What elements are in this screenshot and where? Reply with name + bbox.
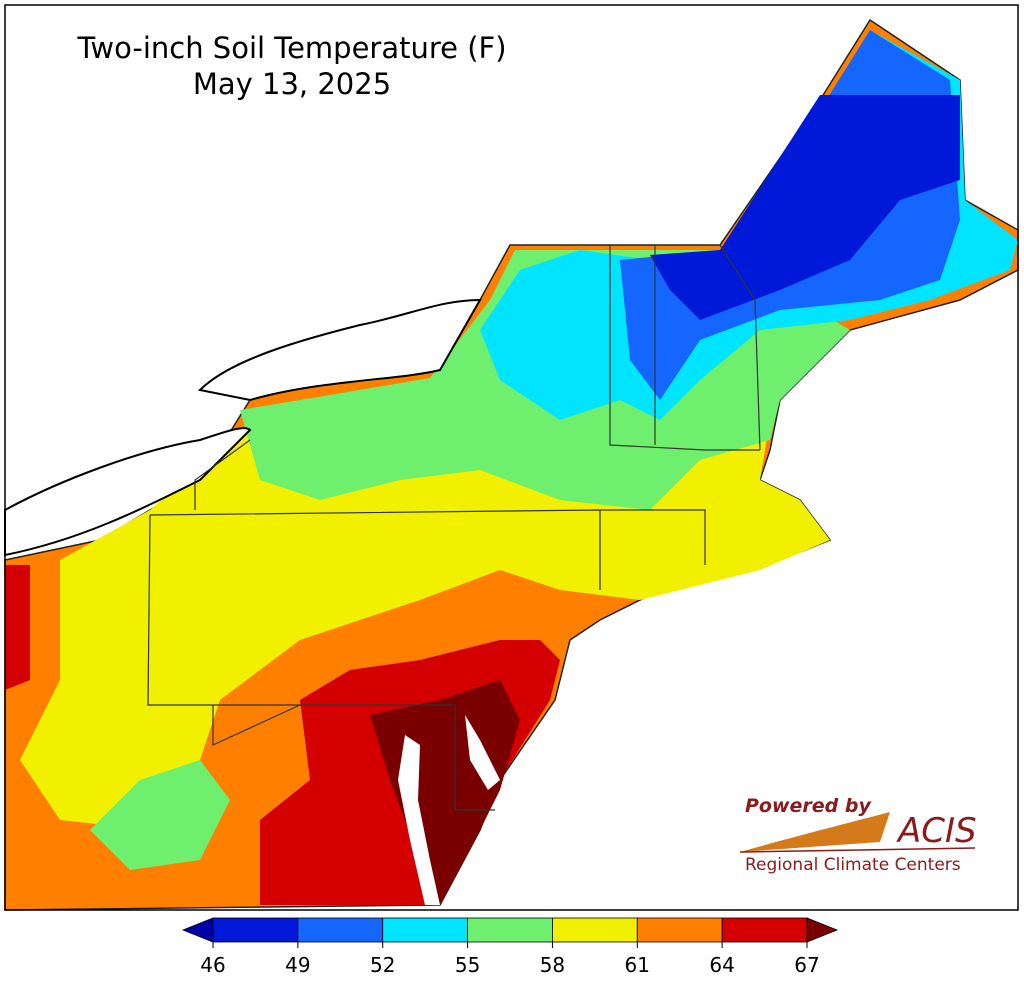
region [5, 565, 30, 690]
colorbar-bin [636, 917, 723, 943]
region [370, 680, 520, 905]
lake-erie [4, 427, 252, 557]
region [90, 760, 230, 870]
colorbar-tick-label: 58 [540, 953, 565, 977]
colorbar-tick-label: 52 [370, 953, 395, 977]
map-frame [4, 4, 1019, 911]
colorbar-tick-label: 61 [625, 953, 650, 977]
colorbar-under [181, 917, 214, 943]
colorbar: 46 49 52 55 58 61 64 67 [181, 917, 839, 977]
colorbar-tick-label: 67 [794, 953, 819, 977]
logo-tagline: Powered by [745, 795, 872, 817]
title: Two-inch Soil Temperature (F) [76, 31, 506, 65]
colorbar-tick-label: 55 [455, 953, 480, 977]
colorbar-bin [212, 917, 299, 943]
colorbar-tick-label: 49 [285, 953, 310, 977]
colorbar-tick-label: 64 [709, 953, 734, 977]
colorbar-bin [467, 917, 553, 943]
colorbar-bin [721, 917, 808, 943]
colorbar-tick-label: 46 [200, 953, 225, 977]
colorbar-bin [552, 917, 638, 943]
lake-ontario [197, 298, 482, 402]
colorbar-over [806, 917, 839, 943]
colorbar-bin [297, 917, 384, 943]
logo-org: Regional Climate Centers [745, 855, 961, 875]
logo: Powered by ACIS Regional Climate Centers [739, 795, 977, 875]
colorbar-bin [382, 917, 468, 943]
region [650, 95, 960, 320]
logo-name: ACIS [896, 811, 977, 851]
logo-rule [739, 847, 976, 853]
logo-swoosh [740, 812, 890, 852]
chesapeake-bay [398, 735, 440, 905]
delaware-bay [465, 715, 500, 790]
map [4, 4, 1019, 911]
subtitle: May 13, 2025 [193, 67, 391, 101]
state-borders [147, 244, 761, 811]
